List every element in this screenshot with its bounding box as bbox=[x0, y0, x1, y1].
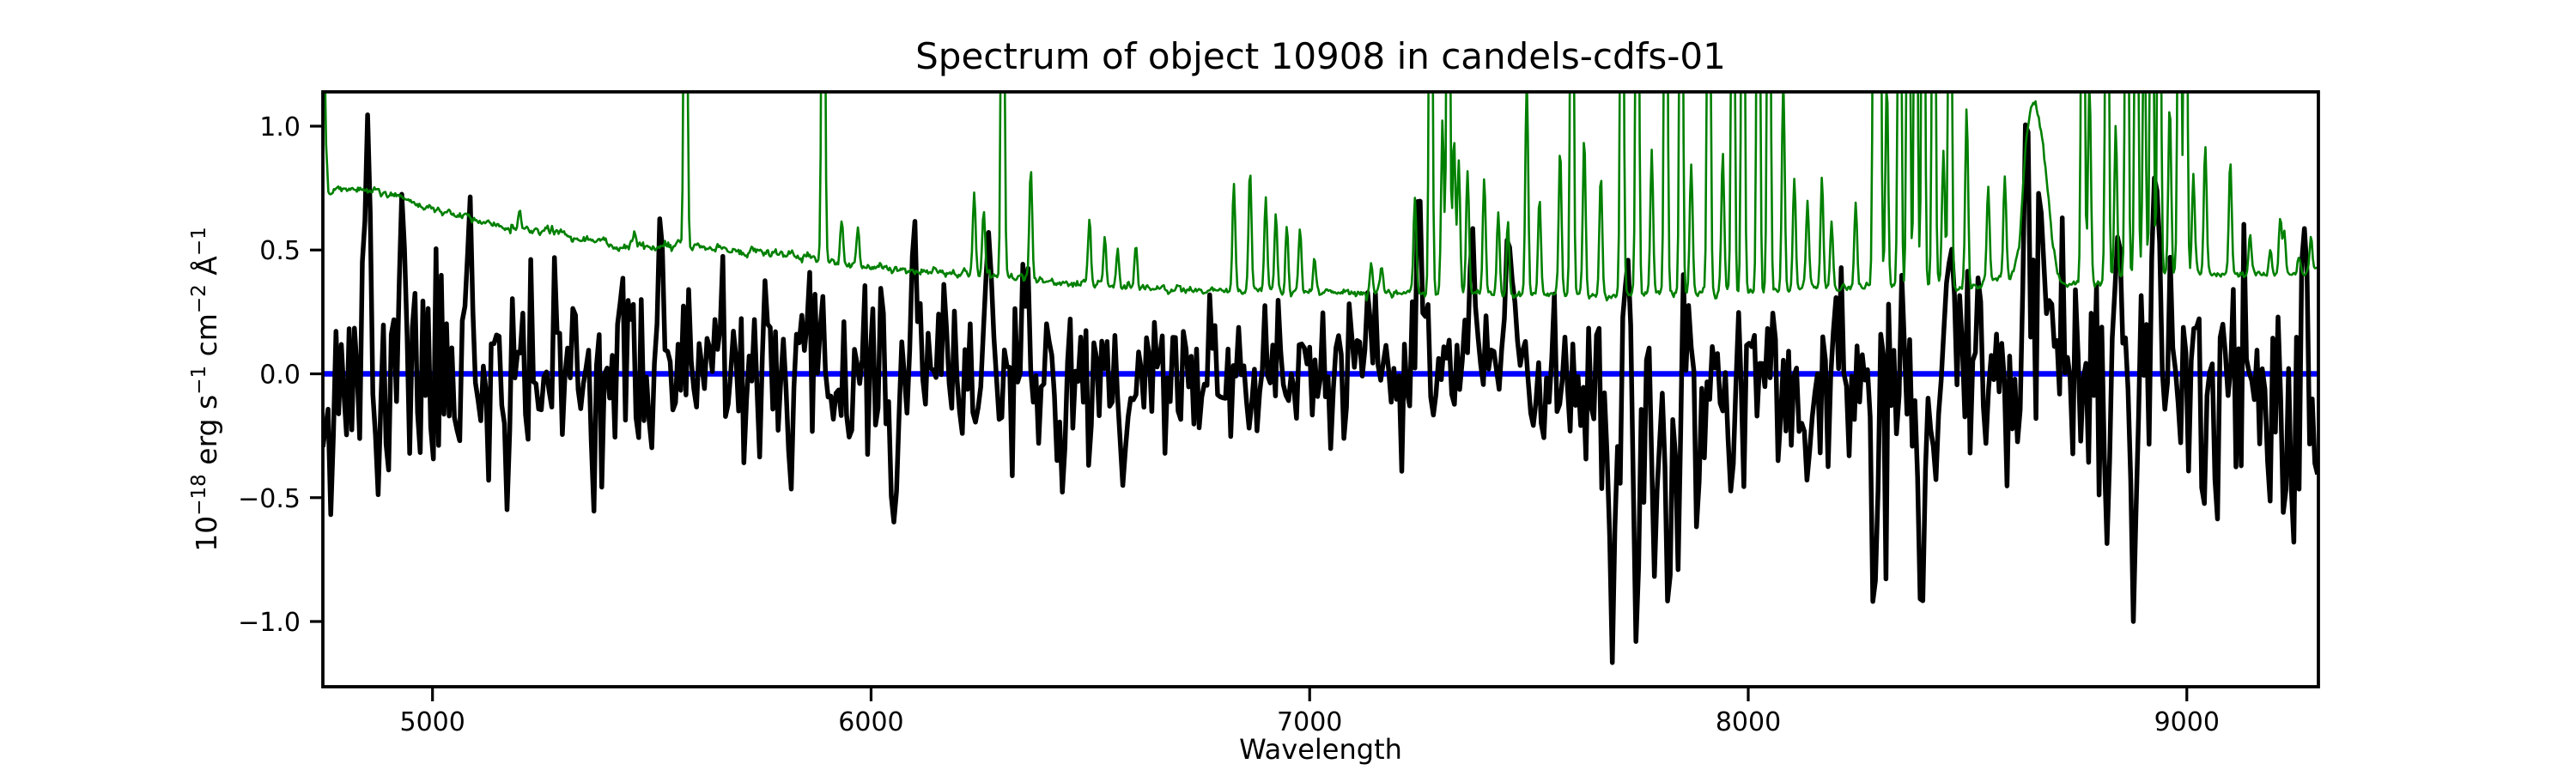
x-axis-label: Wavelength bbox=[1239, 733, 1402, 766]
y-axis-ticks: 1.0 0.5 0.0 −0.5 −1.0 bbox=[238, 112, 323, 638]
x-tick-label: 9000 bbox=[2154, 707, 2220, 737]
y-tick-label: −0.5 bbox=[238, 484, 301, 514]
plot-frame bbox=[321, 90, 2320, 688]
plot-series bbox=[323, 92, 2318, 665]
x-tick-label: 7000 bbox=[1277, 707, 1342, 737]
sky-line bbox=[324, 92, 2318, 302]
x-axis-ticks: 5000 6000 7000 8000 9000 bbox=[400, 687, 2220, 737]
y-tick-label: 0.5 bbox=[259, 236, 301, 266]
y-axis-label: 10−18 erg s−1 cm−2 Å−1 bbox=[188, 227, 223, 552]
x-tick-label: 6000 bbox=[838, 707, 903, 737]
chart-title: Spectrum of object 10908 in candels-cdfs… bbox=[915, 35, 1726, 77]
y-tick-label: −1.0 bbox=[238, 608, 301, 638]
x-tick-label: 5000 bbox=[400, 707, 465, 737]
y-tick-label: 0.0 bbox=[259, 360, 301, 390]
y-tick-label: 1.0 bbox=[259, 112, 301, 142]
x-tick-label: 8000 bbox=[1716, 707, 1781, 737]
flux-line bbox=[323, 112, 2318, 665]
